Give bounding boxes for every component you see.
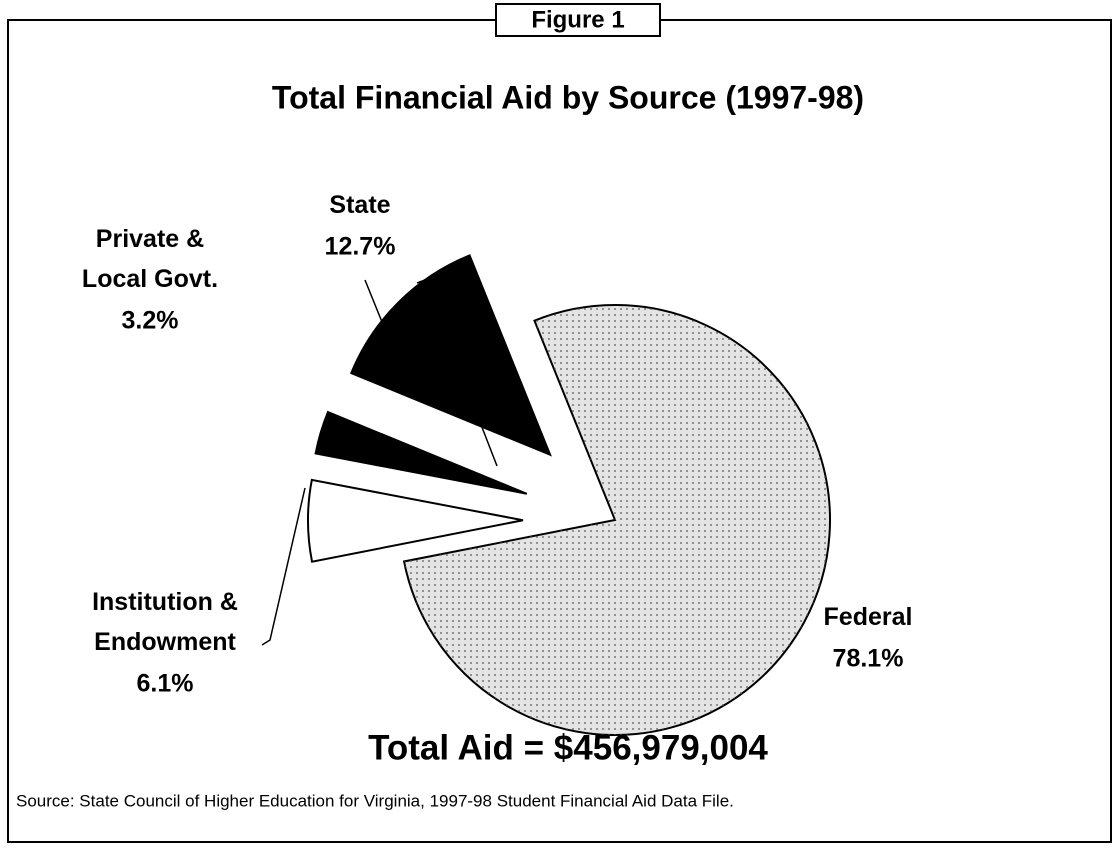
leader-line: [261, 487, 306, 646]
slice-label: State: [329, 191, 390, 219]
slice-label: Private & Local Govt.: [82, 225, 218, 293]
value-label: 3.2%: [122, 307, 179, 335]
value-label: 12.7%: [325, 233, 396, 261]
leader-line: [364, 279, 383, 323]
annotation: Total Aid = $456,979,004: [368, 728, 768, 767]
leader-line: [416, 279, 498, 467]
pie-slice: [307, 478, 524, 563]
chart-title: Total Financial Aid by Source (1997-98): [272, 79, 864, 115]
pie-slice: [314, 410, 528, 495]
source-note: Source: State Council of Higher Educatio…: [16, 791, 734, 810]
value-label: 78.1%: [833, 645, 904, 673]
slice-texture: [404, 305, 830, 736]
figure-label: Figure 1: [531, 6, 624, 33]
pie: [307, 254, 831, 736]
value-label: 6.1%: [137, 670, 194, 698]
figure-box: [495, 3, 661, 37]
slice-label: Federal: [824, 603, 913, 631]
pie-slice: [349, 254, 552, 457]
slice-label: Institution & Endowment: [92, 588, 238, 656]
